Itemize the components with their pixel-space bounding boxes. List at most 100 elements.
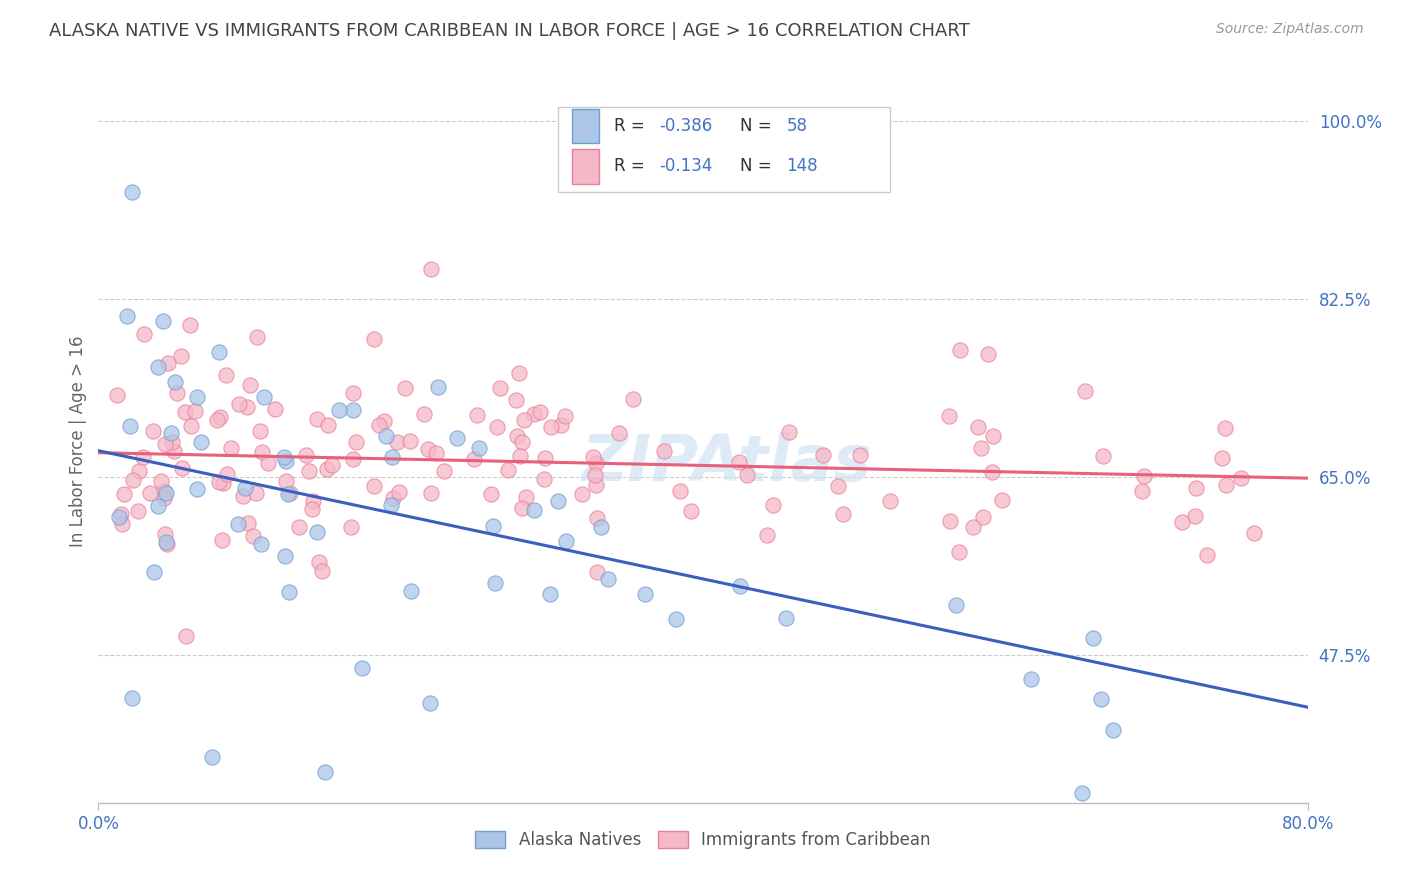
Point <box>505 428 527 442</box>
Point <box>219 441 242 455</box>
Point <box>585 456 607 470</box>
Point <box>120 419 142 434</box>
FancyBboxPatch shape <box>558 107 890 193</box>
Point <box>479 487 502 501</box>
Point <box>373 413 395 427</box>
Point <box>121 690 143 705</box>
Point <box>962 520 984 534</box>
Point <box>1171 515 1194 529</box>
Point <box>276 454 298 468</box>
Point <box>1133 468 1156 483</box>
Point <box>105 388 128 402</box>
Point <box>363 479 385 493</box>
Text: ZIPAtlas: ZIPAtlas <box>582 433 873 494</box>
Point <box>388 485 411 500</box>
Point <box>1243 526 1265 541</box>
Point <box>315 462 337 476</box>
Text: -0.134: -0.134 <box>659 157 713 176</box>
Point <box>485 420 508 434</box>
Point <box>727 455 749 469</box>
Point <box>314 765 336 780</box>
Point <box>849 448 872 462</box>
Point <box>555 533 578 548</box>
Point <box>1102 723 1125 738</box>
Point <box>547 494 569 508</box>
Text: ALASKA NATIVE VS IMMIGRANTS FROM CARIBBEAN IN LABOR FORCE | AGE > 16 CORRELATION: ALASKA NATIVE VS IMMIGRANTS FROM CARIBBE… <box>49 22 970 40</box>
Point <box>321 458 343 472</box>
Point <box>166 386 188 401</box>
Point <box>468 441 491 455</box>
Point <box>980 465 1002 479</box>
Point <box>634 587 657 601</box>
Point <box>425 446 447 460</box>
Point <box>115 309 138 323</box>
Point <box>153 491 176 506</box>
Point <box>1195 548 1218 562</box>
Text: R =: R = <box>613 117 650 135</box>
Point <box>515 490 537 504</box>
Point <box>142 424 165 438</box>
Point <box>111 516 134 531</box>
Point <box>344 435 367 450</box>
Point <box>1081 631 1104 645</box>
Point <box>148 359 170 374</box>
Point <box>179 318 201 332</box>
Point <box>380 498 402 512</box>
Point <box>977 347 1000 361</box>
Point <box>607 426 630 441</box>
Point <box>481 519 503 533</box>
Point <box>236 516 259 530</box>
Point <box>278 585 301 599</box>
Point <box>215 467 238 482</box>
Point <box>121 185 143 199</box>
Point <box>416 442 439 456</box>
Point <box>385 434 408 449</box>
Point <box>274 549 297 564</box>
Point <box>301 502 323 516</box>
Point <box>308 555 330 569</box>
Point <box>1074 384 1097 398</box>
Point <box>277 487 299 501</box>
Point <box>142 565 165 579</box>
Point <box>108 510 131 524</box>
Point <box>174 405 197 419</box>
Point <box>174 629 197 643</box>
Point <box>186 482 208 496</box>
Point <box>128 464 150 478</box>
Point <box>533 473 555 487</box>
Point <box>583 468 606 483</box>
Point <box>465 408 488 422</box>
Point <box>231 489 253 503</box>
Point <box>762 498 785 512</box>
Point <box>201 750 224 764</box>
Point <box>252 444 274 458</box>
Point <box>367 418 389 433</box>
Point <box>184 404 207 418</box>
Point <box>328 402 350 417</box>
Point <box>1211 451 1233 466</box>
Point <box>681 504 703 518</box>
Point <box>110 507 132 521</box>
Point <box>249 425 271 439</box>
Point <box>211 533 233 548</box>
Point <box>827 479 849 493</box>
Point <box>665 612 688 626</box>
Point <box>214 368 236 382</box>
Point <box>246 330 269 344</box>
Point <box>399 434 422 449</box>
Point <box>513 413 536 427</box>
Point <box>730 579 752 593</box>
Point <box>298 464 321 478</box>
Point <box>150 474 173 488</box>
Point <box>228 397 250 411</box>
Point <box>242 529 264 543</box>
Point <box>302 493 325 508</box>
Point <box>949 343 972 357</box>
Point <box>585 566 607 580</box>
Point <box>134 326 156 341</box>
Point <box>208 475 231 489</box>
Point <box>307 412 329 426</box>
Point <box>163 375 186 389</box>
Point <box>250 537 273 551</box>
Legend: Alaska Natives, Immigrants from Caribbean: Alaska Natives, Immigrants from Caribbea… <box>468 824 938 856</box>
